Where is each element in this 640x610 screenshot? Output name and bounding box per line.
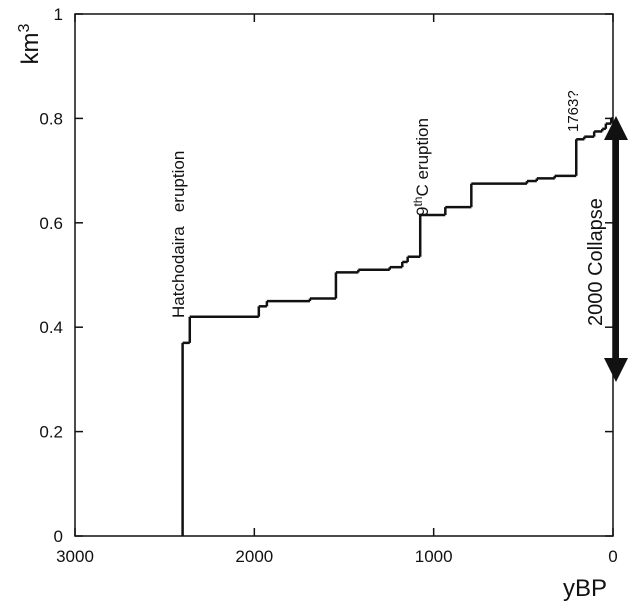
plot-frame: [74, 13, 614, 537]
y-tick-label: 0: [54, 527, 63, 546]
y-tick-label: 0.2: [39, 423, 63, 442]
annotation: 1763?: [565, 90, 582, 132]
annotation-part: C eruption: [413, 118, 432, 196]
annotation-sup: th: [411, 197, 425, 207]
annotation: 9thC eruption: [411, 118, 432, 216]
annotation: 2000 Collapse: [585, 198, 607, 326]
x-tick-label: 3000: [56, 547, 94, 566]
x-tick-label: 0: [608, 547, 617, 566]
y-label-base: km: [17, 32, 44, 64]
y-label-sup: 3: [16, 23, 33, 32]
y-tick-label: 0.6: [39, 214, 63, 233]
x-tick-label: 2000: [235, 547, 273, 566]
annotation-part: 9: [413, 207, 432, 216]
y-tick-label: 0.4: [39, 318, 63, 337]
y-tick-label: 0.8: [39, 109, 63, 128]
y-axis-label: km3: [16, 23, 44, 64]
x-axis-label: yBP: [563, 575, 607, 602]
x-tick-label: 1000: [415, 547, 453, 566]
annotation: Hatchodaira eruption: [169, 151, 188, 318]
y-tick-label: 1: [54, 5, 63, 24]
